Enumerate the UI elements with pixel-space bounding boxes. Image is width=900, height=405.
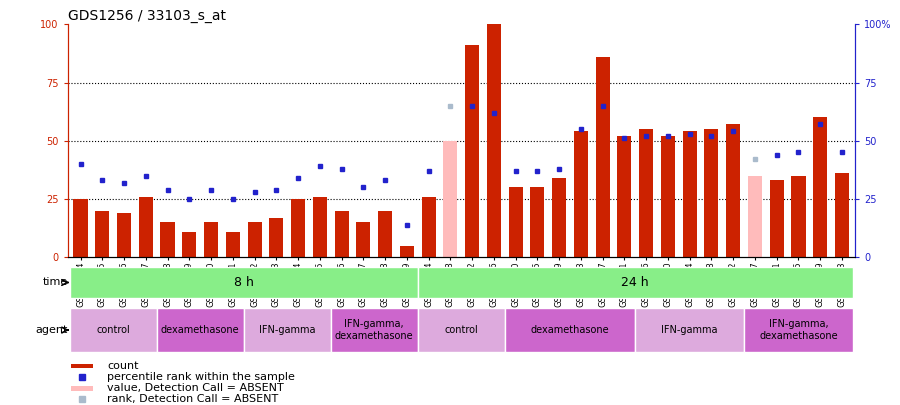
Bar bbox=[813, 117, 827, 257]
Bar bbox=[574, 131, 588, 257]
Bar bbox=[505, 308, 635, 352]
Bar bbox=[465, 45, 479, 257]
Bar bbox=[378, 211, 392, 257]
Bar bbox=[160, 222, 175, 257]
Text: 8 h: 8 h bbox=[234, 276, 254, 289]
Bar bbox=[69, 308, 157, 352]
Bar bbox=[95, 211, 110, 257]
Text: control: control bbox=[96, 325, 130, 335]
Text: agent: agent bbox=[36, 325, 68, 335]
Text: IFN-gamma: IFN-gamma bbox=[662, 325, 718, 335]
Text: IFN-gamma,
dexamethasone: IFN-gamma, dexamethasone bbox=[335, 319, 413, 341]
Bar bbox=[744, 308, 853, 352]
Text: time: time bbox=[42, 277, 68, 288]
Text: rank, Detection Call = ABSENT: rank, Detection Call = ABSENT bbox=[107, 394, 278, 405]
Text: 24 h: 24 h bbox=[622, 276, 649, 289]
Bar bbox=[661, 136, 675, 257]
Bar bbox=[335, 211, 348, 257]
Bar bbox=[770, 180, 784, 257]
Text: percentile rank within the sample: percentile rank within the sample bbox=[107, 372, 295, 382]
Bar bbox=[204, 222, 218, 257]
Bar bbox=[487, 24, 501, 257]
Text: count: count bbox=[107, 361, 139, 371]
Bar bbox=[291, 199, 305, 257]
Text: dexamethasone: dexamethasone bbox=[531, 325, 609, 335]
Bar bbox=[330, 308, 418, 352]
Bar bbox=[418, 267, 853, 298]
Bar bbox=[139, 197, 153, 257]
Bar bbox=[748, 176, 762, 257]
Bar bbox=[508, 187, 523, 257]
Text: control: control bbox=[445, 325, 478, 335]
Text: IFN-gamma,
dexamethasone: IFN-gamma, dexamethasone bbox=[759, 319, 838, 341]
Text: dexamethasone: dexamethasone bbox=[161, 325, 239, 335]
Bar bbox=[400, 245, 414, 257]
Bar bbox=[705, 129, 718, 257]
Bar bbox=[444, 141, 457, 257]
Bar bbox=[157, 308, 244, 352]
Bar bbox=[835, 173, 849, 257]
Bar bbox=[356, 222, 371, 257]
Bar bbox=[639, 129, 653, 257]
Text: GDS1256 / 33103_s_at: GDS1256 / 33103_s_at bbox=[68, 9, 226, 23]
Bar bbox=[183, 232, 196, 257]
Bar bbox=[596, 57, 609, 257]
Bar bbox=[617, 136, 632, 257]
Bar bbox=[74, 199, 87, 257]
Bar bbox=[117, 213, 131, 257]
Text: IFN-gamma: IFN-gamma bbox=[259, 325, 316, 335]
Bar bbox=[69, 267, 418, 298]
Bar bbox=[313, 197, 327, 257]
Bar bbox=[71, 364, 94, 369]
Bar bbox=[418, 308, 505, 352]
Bar bbox=[635, 308, 744, 352]
Bar bbox=[726, 124, 740, 257]
Bar bbox=[530, 187, 544, 257]
Bar bbox=[71, 386, 94, 391]
Bar bbox=[682, 131, 697, 257]
Bar bbox=[248, 222, 262, 257]
Text: value, Detection Call = ABSENT: value, Detection Call = ABSENT bbox=[107, 383, 284, 393]
Bar bbox=[421, 197, 436, 257]
Bar bbox=[226, 232, 240, 257]
Bar bbox=[269, 217, 284, 257]
Bar bbox=[552, 178, 566, 257]
Bar bbox=[244, 308, 330, 352]
Bar bbox=[791, 176, 806, 257]
